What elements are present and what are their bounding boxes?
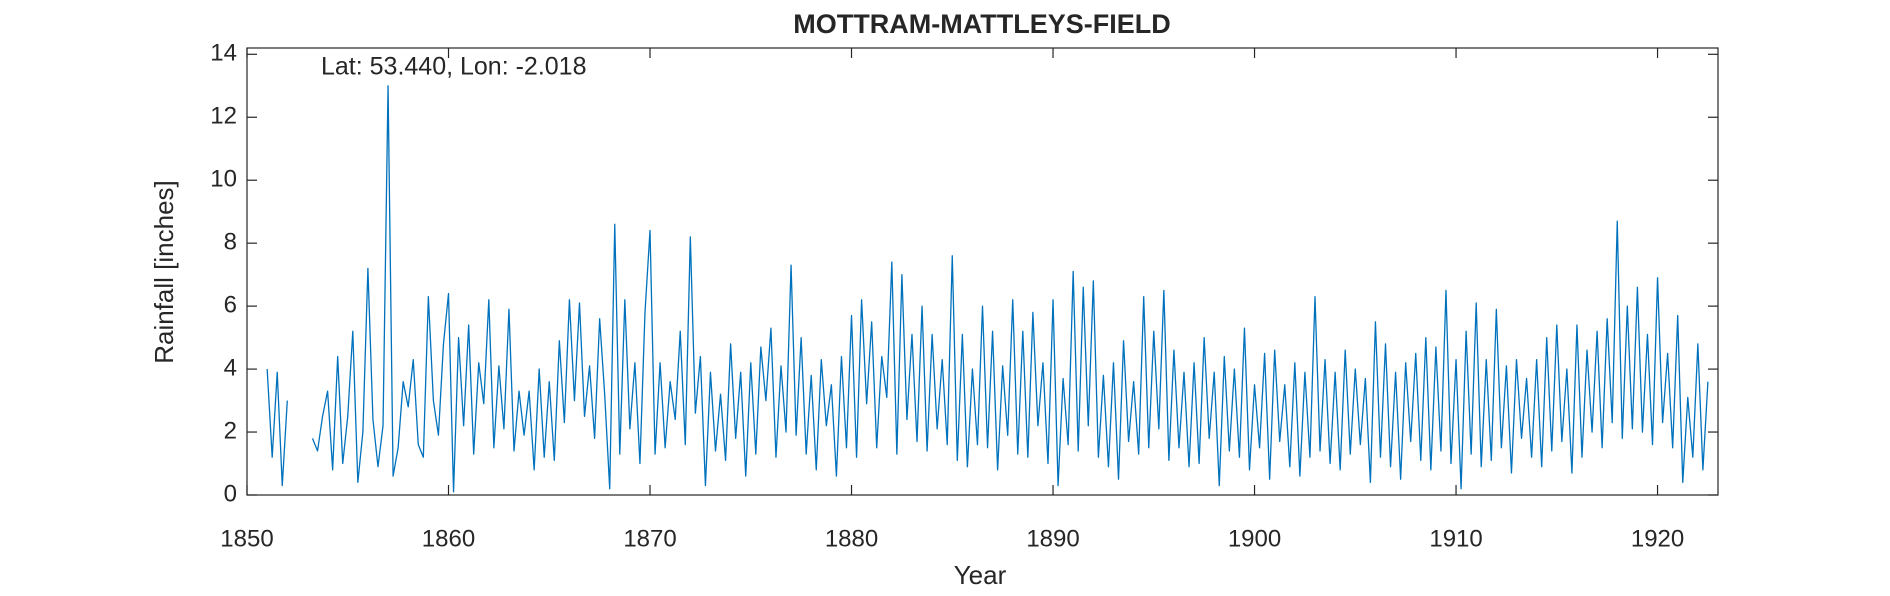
y-tick-label: 8 (224, 229, 237, 256)
x-tick-label: 1860 (422, 525, 475, 552)
y-tick-label: 2 (224, 417, 237, 444)
x-tick-label: 1910 (1429, 525, 1482, 552)
annotation: Lat: 53.440, Lon: -2.018 (321, 53, 587, 81)
x-tick-label: 1900 (1228, 525, 1281, 552)
y-tick-label: 4 (224, 354, 237, 381)
x-tick-label: 1850 (220, 525, 273, 552)
y-axis-label: Rainfall [inches] (149, 180, 179, 364)
y-tick-label: 12 (210, 103, 237, 130)
plot-frame (246, 47, 1719, 496)
y-tick-label: 0 (224, 480, 237, 507)
x-tick-label: 1880 (825, 525, 878, 552)
chart-title: MOTTRAM-MATTLEYS-FIELD (793, 9, 1170, 39)
y-tick-label: 10 (210, 166, 237, 193)
y-tick-label: 6 (224, 291, 237, 318)
y-tick-label: 14 (210, 40, 237, 67)
data-line (266, 85, 1709, 493)
x-tick-label: 1890 (1026, 525, 1079, 552)
x-axis-label: Year (954, 560, 1007, 590)
x-tick-label: 1920 (1631, 525, 1684, 552)
x-tick-label: 1870 (623, 525, 676, 552)
